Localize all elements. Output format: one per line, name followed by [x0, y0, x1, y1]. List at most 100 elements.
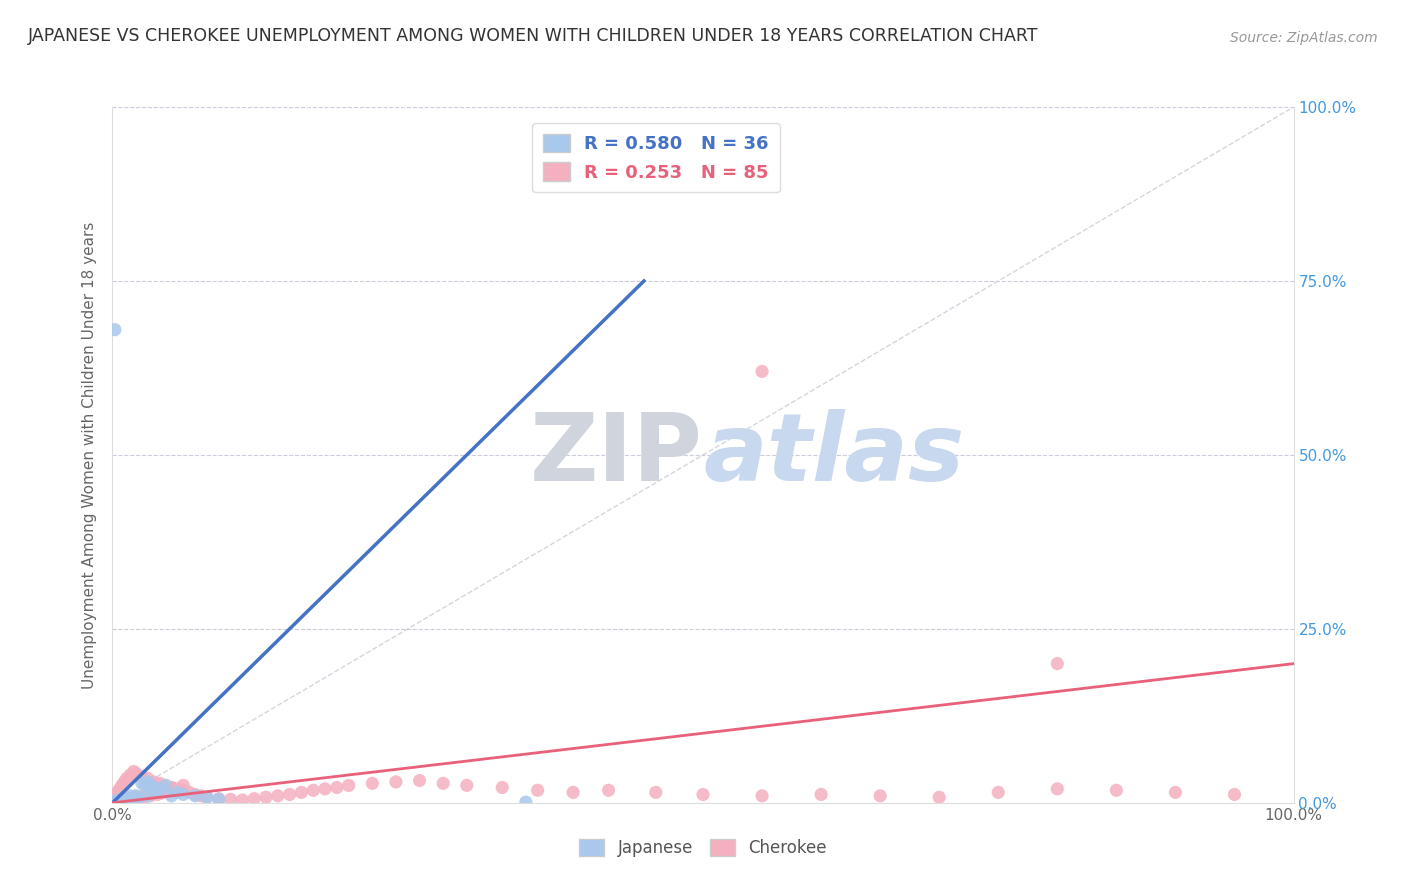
Point	[1105, 783, 1128, 797]
Point	[810, 788, 832, 802]
Point	[155, 781, 177, 796]
Point	[302, 783, 325, 797]
Point	[166, 781, 188, 796]
Point	[491, 780, 513, 795]
Point	[337, 778, 360, 793]
Point	[314, 781, 336, 796]
Point	[751, 789, 773, 803]
Point	[195, 790, 218, 805]
Point	[107, 795, 129, 809]
Point	[127, 790, 149, 805]
Point	[166, 783, 188, 797]
Point	[107, 794, 129, 808]
Point	[120, 791, 142, 805]
Point	[131, 776, 153, 790]
Legend: Japanese, Cherokee: Japanese, Cherokee	[572, 832, 834, 864]
Point	[179, 785, 201, 799]
Point	[326, 780, 349, 795]
Point	[160, 780, 183, 795]
Point	[149, 776, 172, 790]
Text: JAPANESE VS CHEROKEE UNEMPLOYMENT AMONG WOMEN WITH CHILDREN UNDER 18 YEARS CORRE: JAPANESE VS CHEROKEE UNEMPLOYMENT AMONG …	[28, 27, 1039, 45]
Point	[127, 791, 149, 805]
Point	[254, 790, 277, 805]
Point	[142, 775, 165, 789]
Point	[166, 785, 188, 799]
Point	[142, 781, 165, 796]
Point	[172, 778, 194, 793]
Point	[149, 783, 172, 797]
Point	[105, 785, 128, 799]
Point	[115, 792, 138, 806]
Point	[117, 794, 139, 808]
Text: ZIP: ZIP	[530, 409, 703, 501]
Point	[928, 790, 950, 805]
Point	[120, 791, 142, 805]
Point	[125, 792, 148, 806]
Point	[111, 778, 134, 793]
Point	[108, 794, 131, 808]
Point	[751, 364, 773, 378]
Point	[184, 788, 207, 802]
Point	[112, 790, 135, 805]
Point	[105, 794, 128, 808]
Point	[1046, 781, 1069, 796]
Point	[208, 792, 231, 806]
Point	[869, 789, 891, 803]
Point	[136, 775, 159, 789]
Point	[231, 793, 253, 807]
Point	[1164, 785, 1187, 799]
Point	[692, 788, 714, 802]
Point	[115, 772, 138, 786]
Point	[125, 789, 148, 803]
Point	[104, 789, 127, 803]
Point	[105, 794, 128, 808]
Point	[146, 788, 169, 802]
Point	[104, 795, 127, 809]
Point	[105, 794, 128, 808]
Point	[122, 764, 145, 779]
Point	[107, 793, 129, 807]
Point	[111, 792, 134, 806]
Y-axis label: Unemployment Among Women with Children Under 18 years: Unemployment Among Women with Children U…	[82, 221, 97, 689]
Point	[131, 789, 153, 803]
Text: atlas: atlas	[703, 409, 965, 501]
Point	[110, 794, 132, 808]
Point	[361, 776, 384, 790]
Point	[562, 785, 585, 799]
Point	[120, 793, 142, 807]
Point	[125, 766, 148, 780]
Point	[131, 769, 153, 783]
Point	[408, 773, 430, 788]
Point	[120, 789, 142, 803]
Point	[987, 785, 1010, 799]
Point	[155, 778, 177, 793]
Point	[160, 780, 183, 795]
Point	[117, 793, 139, 807]
Point	[267, 789, 290, 803]
Point	[110, 794, 132, 808]
Point	[526, 783, 548, 797]
Text: Source: ZipAtlas.com: Source: ZipAtlas.com	[1230, 30, 1378, 45]
Point	[190, 789, 212, 803]
Point	[432, 776, 454, 790]
Point	[104, 323, 127, 337]
Point	[243, 791, 266, 805]
Point	[184, 789, 207, 803]
Point	[172, 788, 194, 802]
Point	[1046, 657, 1069, 671]
Point	[112, 794, 135, 808]
Point	[139, 789, 162, 803]
Point	[149, 781, 172, 796]
Point	[172, 783, 194, 797]
Point	[456, 778, 478, 793]
Point	[136, 772, 159, 786]
Point	[142, 785, 165, 799]
Point	[278, 788, 301, 802]
Point	[157, 785, 180, 799]
Point	[120, 768, 142, 782]
Point	[105, 795, 128, 809]
Point	[160, 789, 183, 803]
Point	[515, 795, 537, 809]
Point	[108, 795, 131, 809]
Point	[1223, 788, 1246, 802]
